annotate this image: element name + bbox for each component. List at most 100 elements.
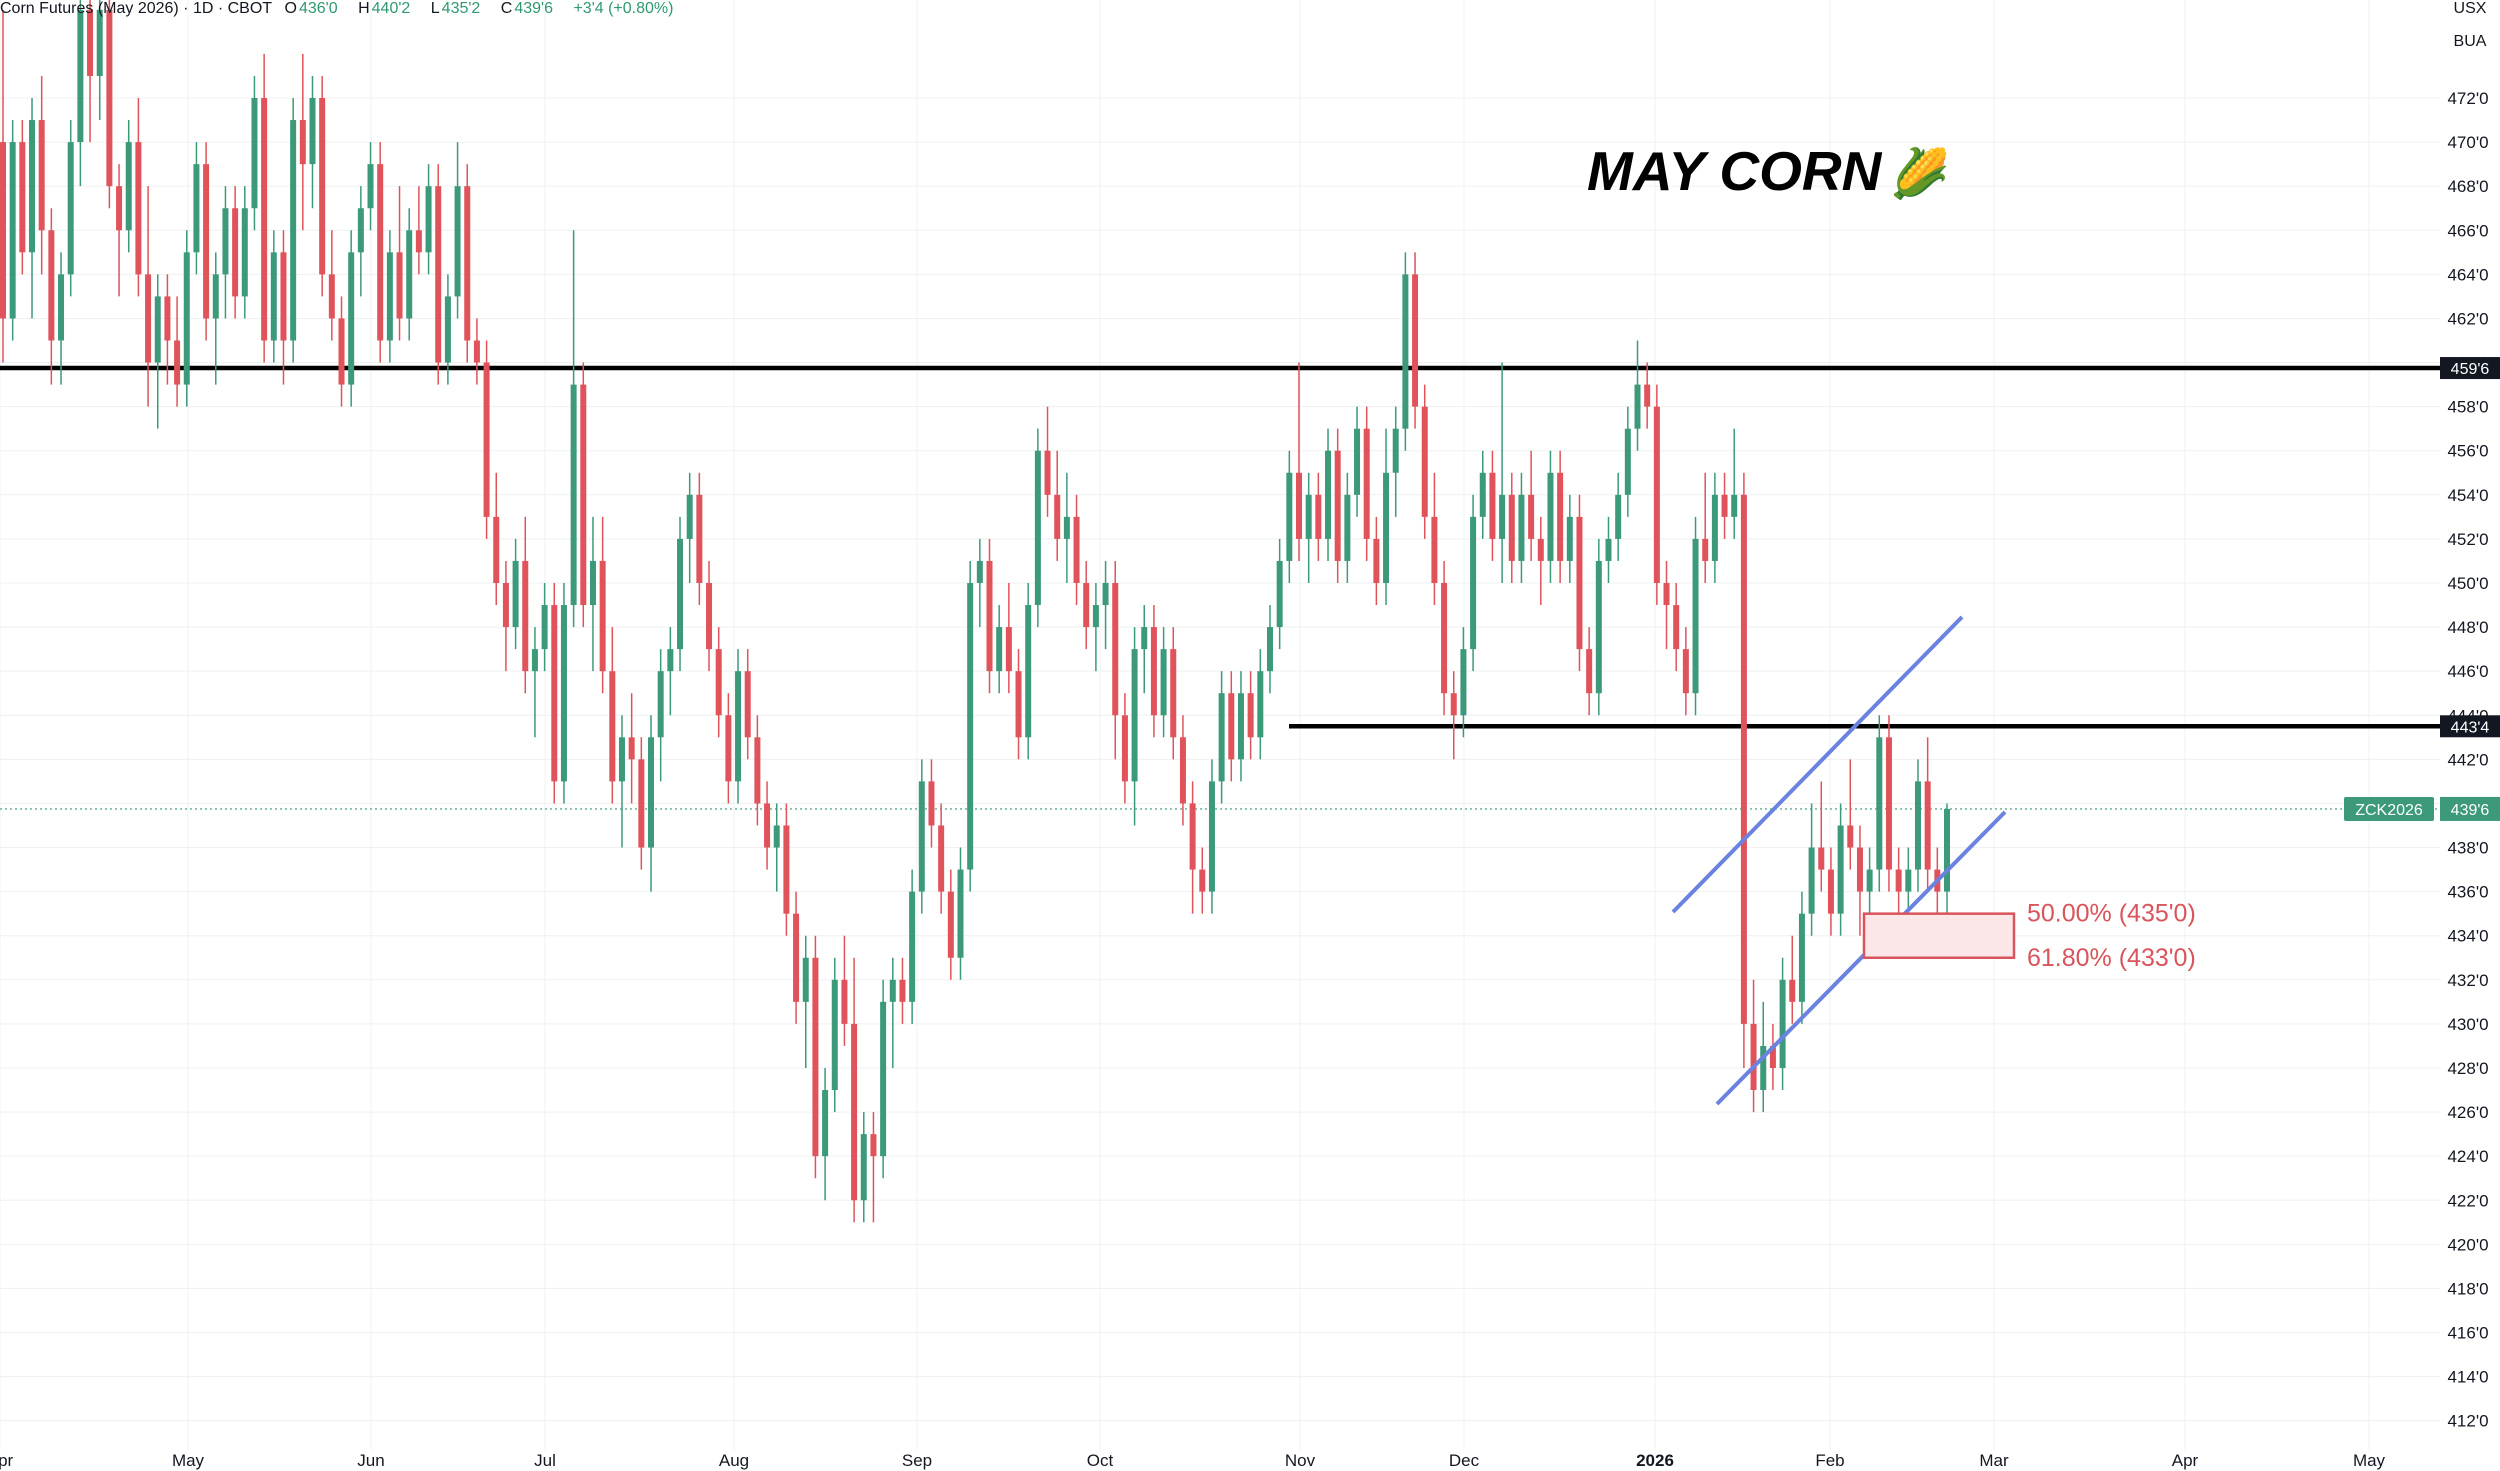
channel-lower-line[interactable] (1715, 810, 2007, 1106)
candle (1402, 252, 1409, 451)
candle (1702, 472, 1709, 583)
candle-body (822, 1090, 829, 1157)
drawings[interactable]: 50.00% (435'0) 61.80% (433'0) (1671, 615, 2196, 1106)
low-value: 435'2 (441, 0, 481, 17)
candle (1121, 693, 1128, 804)
candle (19, 120, 26, 275)
candle-body (1634, 384, 1641, 429)
currency-label[interactable]: USX (2453, 0, 2487, 17)
y-tick-label: 466'0 (2447, 221, 2488, 240)
candle (164, 274, 171, 385)
candle-body (1644, 384, 1651, 407)
horizontal-levels[interactable] (0, 365, 2440, 810)
price-axis[interactable]: 412'0 414'0 416'0 418'0 420'0 422'0 424'0 426'0… (2344, 89, 2500, 1431)
candle-body (1499, 494, 1506, 539)
candle-body (135, 142, 142, 275)
candle-body (957, 869, 964, 958)
candle (1383, 428, 1390, 606)
candle (880, 979, 887, 1179)
candle-body (1150, 627, 1157, 716)
y-tick-label: 472'0 (2447, 89, 2488, 108)
candle-body (290, 120, 297, 341)
candle-body (1218, 693, 1225, 782)
y-tick-label: 448'0 (2447, 618, 2488, 637)
candle (773, 803, 780, 892)
candle (918, 759, 925, 914)
candle (1653, 384, 1660, 606)
candle-body (270, 252, 277, 341)
candle (77, 0, 84, 187)
annotation-title: MAY CORN (1587, 140, 1883, 202)
level-price-label: 459'6 (2451, 361, 2490, 378)
x-tick-label: May (2353, 1451, 2386, 1470)
candle (802, 935, 809, 1068)
candle-body (406, 230, 413, 319)
candle-body (1489, 472, 1496, 539)
candle-body (454, 186, 461, 297)
candle-body (1112, 582, 1119, 716)
candle (1595, 538, 1602, 716)
candle-body (1837, 825, 1844, 914)
candle (889, 957, 896, 1068)
symbol-title[interactable]: Corn Futures (May 2026) · 1D · CBOT (0, 0, 273, 17)
candle-body (1034, 450, 1041, 606)
y-tick-label: 428'0 (2447, 1059, 2488, 1078)
candle (1537, 516, 1544, 606)
candle-body (1518, 494, 1525, 561)
candle (444, 274, 451, 385)
level-price-label: 443'4 (2451, 719, 2490, 736)
fib-zone[interactable] (1862, 912, 2016, 960)
time-axis[interactable]: Apr May Jun Jul Aug Sep Oct Nov Dec 2026 Feb Mar Apr… (0, 1451, 2386, 1470)
candle-body (1131, 649, 1138, 782)
candle-body (415, 230, 422, 253)
y-tick-label: 422'0 (2447, 1191, 2488, 1210)
candle-body (116, 186, 123, 231)
candle (1015, 649, 1022, 760)
unit-label[interactable]: BUA (2453, 33, 2487, 50)
candle (1615, 472, 1622, 561)
y-tick-label: 456'0 (2447, 442, 2488, 461)
candle (1750, 979, 1757, 1113)
candle-body (1537, 538, 1544, 561)
candle-body (1344, 494, 1351, 561)
candle (483, 340, 490, 539)
candle (1914, 759, 1921, 892)
candle-body (1470, 516, 1477, 650)
candle-body (851, 1023, 858, 1201)
y-tick-label: 412'0 (2447, 1412, 2488, 1431)
candle (1663, 560, 1670, 650)
symbol-tag (2344, 796, 2434, 821)
candle (193, 142, 200, 275)
channel-upper-line[interactable] (1671, 615, 1964, 914)
candle (957, 847, 964, 980)
candle (29, 98, 36, 319)
candle (1276, 538, 1283, 650)
x-tick-label: Nov (1285, 1451, 1316, 1470)
candle (638, 737, 645, 870)
open-value: 436'0 (298, 0, 338, 17)
candle (1470, 494, 1477, 672)
candle-body (1199, 869, 1206, 892)
candle (618, 715, 625, 848)
candle (58, 252, 65, 385)
candle (386, 230, 393, 363)
candle (1479, 450, 1486, 539)
candle-body (1257, 671, 1264, 738)
candle (319, 75, 326, 297)
candle (512, 538, 519, 650)
candle-body (261, 98, 268, 341)
candle (367, 142, 374, 231)
x-tick-label: Sep (902, 1451, 932, 1470)
candle (212, 252, 219, 385)
candle-body (1450, 693, 1457, 716)
candle-body (1402, 274, 1409, 429)
candle-body (1702, 538, 1709, 561)
candle (377, 142, 384, 363)
candle-body (386, 252, 393, 341)
y-tick-label: 454'0 (2447, 486, 2488, 505)
x-tick-label: Jun (357, 1451, 384, 1470)
candle (841, 935, 848, 1046)
candle-body (1325, 450, 1332, 539)
candle-body (1692, 538, 1699, 694)
